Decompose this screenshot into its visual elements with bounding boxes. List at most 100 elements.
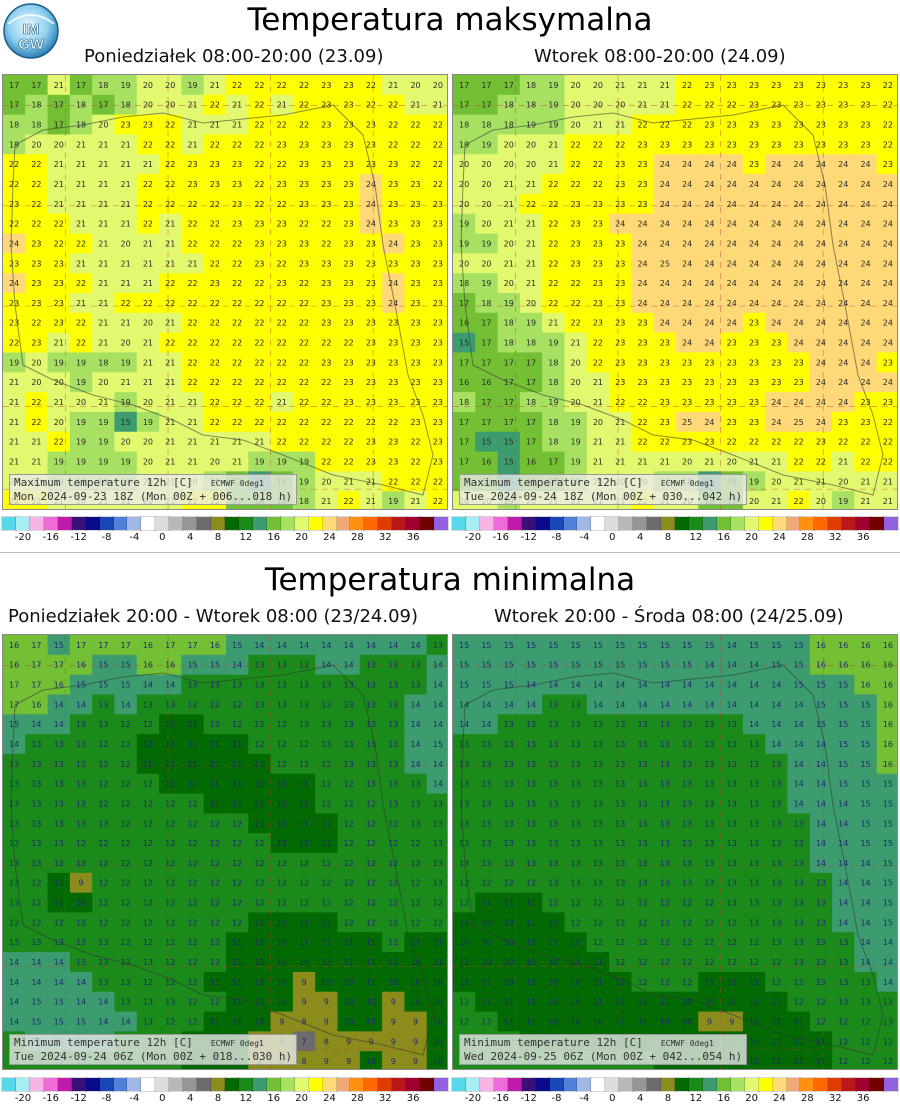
temperature-cell: [136, 94, 160, 116]
temperature-cell: [453, 635, 476, 656]
temperature-cell: [426, 392, 447, 413]
temperature-cell: [809, 674, 833, 696]
temperature-value: 24: [883, 339, 893, 348]
colorbar-swatch: [534, 516, 551, 531]
temperature-cell: [809, 491, 833, 509]
temperature-cell: [69, 932, 93, 953]
temperature-value: 23: [593, 259, 603, 268]
temperature-cell: [315, 392, 339, 413]
temperature-cell: [382, 694, 405, 715]
temperature-value: 12: [526, 879, 536, 888]
temperature-value: 15: [637, 641, 647, 650]
temperature-value: 22: [883, 81, 893, 90]
temperature-value: 11: [299, 839, 309, 848]
temperature-cell: [382, 174, 405, 195]
temperature-value: 18: [548, 378, 558, 387]
colorbar-cells: [451, 1077, 899, 1092]
temperature-value: 22: [165, 180, 175, 189]
temperature-cell: [248, 753, 272, 775]
colorbar-tick-label: 20: [745, 1093, 759, 1104]
temperature-value: 13: [187, 681, 197, 690]
temperature-cell: [315, 1031, 339, 1052]
temperature-cell: [564, 971, 588, 993]
temperature-cell: [114, 233, 138, 254]
temperature-cell: [181, 431, 205, 453]
temperature-cell: [609, 753, 632, 775]
temperature-cell: [404, 471, 428, 492]
temperature-value: 22: [433, 160, 443, 169]
temperature-value: 21: [9, 438, 19, 447]
temperature-value: 23: [433, 239, 443, 248]
temperature-cell: [519, 94, 543, 116]
colorbar-swatch: [827, 516, 844, 531]
temperature-value: 12: [98, 918, 108, 927]
temperature-value: 24: [771, 398, 781, 407]
temperature-cell: [720, 332, 744, 354]
temperature-cell: [25, 971, 49, 993]
temperature-value: 10: [504, 978, 514, 987]
temperature-cell: [720, 773, 744, 795]
temperature-cell: [248, 293, 272, 314]
temperature-cell: [47, 714, 71, 735]
temperature-cell: [3, 253, 26, 274]
temperature-cell: [404, 1031, 428, 1052]
colorbar-swatch: [646, 1077, 663, 1092]
temperature-value: 24: [794, 279, 804, 288]
temperature-value: 21: [526, 259, 536, 268]
temperature-cell: [542, 451, 566, 472]
temperature-value: 20: [727, 457, 737, 466]
temperature-cell: [3, 392, 26, 413]
temperature-cell: [564, 372, 588, 393]
temperature-cell: [720, 174, 744, 195]
temperature-cell: [542, 635, 566, 656]
colorbar-tick-label: 4: [636, 532, 644, 543]
temperature-cell: [609, 833, 632, 854]
temperature-value: 23: [366, 339, 376, 348]
temperature-value: 13: [838, 958, 848, 967]
temperature-value: 22: [187, 319, 197, 328]
temperature-cell: [854, 134, 878, 155]
temperature-value: 20: [54, 418, 64, 427]
temperature-value: 17: [76, 641, 86, 650]
temperature-cell: [854, 654, 878, 676]
temperature-cell: [92, 952, 116, 973]
temperature-cell: [270, 833, 294, 854]
temperature-cell: [609, 273, 632, 294]
temperature-cell: [519, 654, 543, 676]
temperature-value: 12: [121, 938, 131, 947]
temperature-cell: [382, 193, 405, 215]
temperature-cell: [542, 293, 566, 314]
temperature-value: 12: [143, 899, 153, 908]
temperature-value: 23: [321, 101, 331, 110]
temperature-value: 22: [210, 398, 220, 407]
temperature-value: 21: [165, 418, 175, 427]
temperature-value: 13: [637, 720, 647, 729]
temperature-value: 22: [637, 418, 647, 427]
temperature-cell: [359, 471, 383, 492]
temperature-value: 24: [883, 319, 893, 328]
temperature-cell: [475, 793, 499, 814]
temperature-cell: [653, 392, 677, 413]
temperature-value: 21: [637, 457, 647, 466]
temperature-value: 10: [410, 998, 420, 1007]
temperature-cell: [519, 451, 543, 472]
temperature-cell: [876, 253, 897, 274]
temperature-value: 22: [321, 457, 331, 466]
temperature-cell: [765, 674, 789, 696]
temperature-cell: [136, 872, 160, 894]
temperature-cell: [3, 694, 26, 715]
temperature-value: 21: [410, 101, 420, 110]
temperature-value: 24: [682, 279, 692, 288]
temperature-value: 14: [526, 700, 536, 709]
temperature-value: 14: [816, 799, 826, 808]
temperature-cell: [586, 734, 610, 755]
temperature-cell: [292, 753, 316, 775]
temperature-cell: [832, 635, 855, 656]
temperature-value: 23: [410, 239, 420, 248]
temperature-cell: [136, 253, 160, 274]
colorbar-swatch: [660, 516, 676, 531]
colorbar-tick-label: -12: [520, 532, 537, 543]
temperature-cell: [69, 431, 93, 453]
temperature-value: 15: [883, 918, 893, 927]
temperature-value: 13: [504, 740, 514, 749]
